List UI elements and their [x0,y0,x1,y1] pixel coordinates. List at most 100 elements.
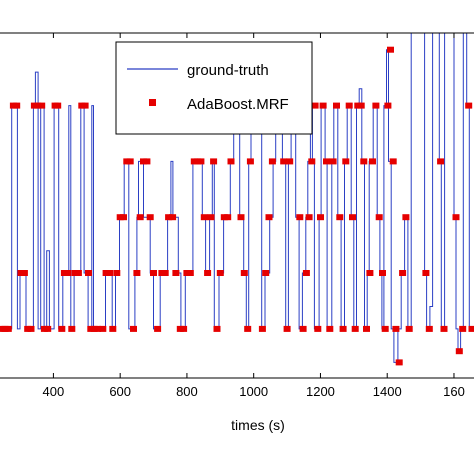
data-point [286,158,294,165]
data-point [262,270,270,276]
data-point [154,325,162,332]
data-point [319,102,327,109]
legend-label-ground-truth: ground-truth [187,62,269,79]
x-tick-label: 400 [43,384,65,399]
data-point [437,158,445,165]
x-tick-label: 160 [443,384,465,399]
x-tick-label: 1400 [373,384,402,399]
data-point [392,325,400,332]
data-point [339,325,347,332]
data-point [207,214,215,221]
data-point [302,270,310,276]
data-point [399,270,407,276]
data-point [13,102,21,109]
data-point [150,270,157,276]
data-point [366,270,374,276]
x-tick-label: 1200 [306,384,335,399]
data-point [452,214,460,221]
legend: ground-truth AdaBoost.MRF [115,41,313,135]
data-point [172,270,180,276]
data-point [64,270,72,276]
data-point [387,46,394,53]
data-point [357,102,365,109]
data-point [38,102,46,109]
data-point [106,270,113,276]
series-layer [0,33,474,366]
data-point [389,158,397,165]
data-point [402,214,410,221]
x-axis-label: times (s) [231,417,285,433]
x-ticks: 400 600 800 1000 1200 1400 160 [43,33,465,399]
data-point [283,325,291,332]
data-point [109,325,117,332]
data-point [210,158,218,165]
data-point [296,214,304,221]
series-markers-adaboost [0,46,474,366]
data-point [85,270,92,276]
legend-marker-swatch [149,99,156,106]
data-point [314,325,322,332]
data-point [237,214,245,221]
data-point [126,158,134,165]
data-point [213,325,221,332]
data-point [351,325,359,332]
data-point [146,214,154,221]
data-point [379,270,386,276]
data-point [305,214,313,221]
data-point [165,214,173,221]
data-point [336,214,344,221]
data-point [342,158,350,165]
data-point [381,325,389,332]
x-tick-label: 1000 [239,384,268,399]
data-point [326,325,334,332]
data-point [58,325,66,332]
data-point [329,158,337,165]
data-point [136,214,144,221]
data-point [224,214,232,221]
data-point [422,270,430,276]
data-point [425,325,433,332]
legend-label-adaboost: AdaBoost.MRF [187,96,289,113]
data-point [169,214,177,221]
data-point [465,102,473,109]
data-point [227,158,235,165]
data-point [299,325,307,332]
data-point [180,325,188,332]
data-point [333,102,340,109]
data-point [349,214,356,221]
data-point [68,325,76,332]
data-point [130,325,137,332]
data-point [44,325,52,332]
data-point [375,214,383,221]
x-tick-label: 600 [109,384,131,399]
data-point [186,270,194,276]
data-point [258,325,266,332]
data-point [74,270,82,276]
data-point [34,102,42,109]
data-point [265,214,273,221]
data-point [99,325,107,332]
data-point [323,158,330,165]
data-point [384,102,392,109]
axes-layer [0,32,474,379]
data-point [369,158,376,165]
data-point [405,325,413,332]
data-point [120,214,127,221]
data-point [268,158,276,165]
data-point [345,102,353,109]
data-point [200,214,208,221]
data-point [440,325,448,332]
data-point [360,158,368,165]
data-point [395,359,403,366]
data-point [20,270,28,276]
data-point [143,158,151,165]
data-point [204,270,212,276]
data-point [455,348,463,355]
data-point [216,270,224,276]
data-point [372,102,380,109]
data-point [317,214,324,221]
legend-box [115,41,313,135]
data-point [308,158,316,165]
x-tick-label: 800 [176,384,198,399]
